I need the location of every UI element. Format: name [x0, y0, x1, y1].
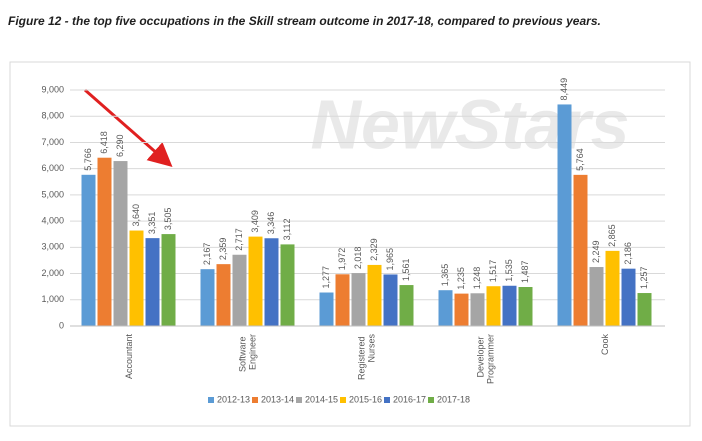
y-tick-label: 8,000 — [41, 111, 64, 121]
value-label: 5,764 — [575, 148, 585, 171]
value-label: 3,640 — [131, 204, 141, 227]
value-label: 3,505 — [163, 208, 173, 231]
value-label: 1,365 — [440, 264, 450, 287]
value-label: 1,965 — [385, 248, 395, 271]
value-label: 1,277 — [321, 266, 331, 289]
value-label: 6,418 — [99, 131, 109, 154]
bar — [319, 292, 334, 326]
bar — [367, 264, 382, 326]
y-tick-label: 2,000 — [41, 268, 64, 278]
bar — [399, 285, 414, 326]
bar — [438, 290, 453, 326]
value-label: 2,249 — [591, 240, 601, 263]
bar — [216, 264, 231, 326]
value-label: 6,290 — [115, 135, 125, 158]
value-label: 1,487 — [520, 260, 530, 283]
y-tick-label: 3,000 — [41, 242, 64, 252]
x-tick-label: Accountant — [124, 334, 134, 380]
legend-label: 2012-13 — [217, 394, 250, 404]
bar — [248, 236, 263, 326]
bar — [486, 286, 501, 326]
bar — [200, 269, 215, 326]
bar — [573, 174, 588, 326]
legend-label: 2014-15 — [305, 394, 338, 404]
x-tick-label: Developer Programmer — [476, 334, 496, 384]
legend-swatch — [296, 397, 302, 403]
bar — [161, 234, 176, 326]
bar — [351, 273, 366, 326]
value-label: 1,248 — [472, 267, 482, 290]
bar — [605, 250, 620, 326]
value-label: 3,409 — [250, 210, 260, 233]
value-label: 1,561 — [401, 259, 411, 282]
value-label: 2,167 — [202, 243, 212, 266]
bar — [335, 274, 350, 326]
bar — [502, 285, 517, 326]
value-label: 2,865 — [607, 224, 617, 247]
y-tick-label: 5,000 — [41, 189, 64, 199]
legend-swatch — [340, 397, 346, 403]
value-label: 2,359 — [218, 238, 228, 261]
y-tick-label: 0 — [59, 320, 64, 330]
bar — [280, 244, 295, 326]
value-label: 1,517 — [488, 260, 498, 283]
legend-label: 2016-17 — [393, 394, 426, 404]
legend-label: 2013-14 — [261, 394, 294, 404]
legend-swatch — [428, 397, 434, 403]
bar — [264, 238, 279, 326]
bar — [589, 267, 604, 326]
legend-swatch — [208, 397, 214, 403]
x-tick-label: Cook — [600, 334, 610, 356]
value-label: 2,186 — [623, 242, 633, 265]
bar — [454, 293, 469, 326]
value-label: 1,235 — [456, 267, 466, 290]
value-label: 1,535 — [504, 259, 514, 282]
y-tick-label: 4,000 — [41, 215, 64, 225]
legend-label: 2017-18 — [437, 394, 470, 404]
bar — [145, 238, 160, 326]
value-label: 3,112 — [282, 219, 292, 241]
y-tick-label: 9,000 — [41, 84, 64, 94]
watermark: NewStars — [310, 85, 629, 163]
x-tick-label: Registered Nurses — [357, 334, 377, 381]
x-tick-label: Software Engineer — [238, 334, 258, 372]
chart-title: Figure 12 - the top five occupations in … — [8, 14, 601, 28]
value-label: 3,346 — [266, 212, 276, 235]
value-label: 8,449 — [559, 78, 569, 101]
value-label: 1,257 — [639, 267, 649, 290]
arrow — [84, 88, 173, 167]
bar — [97, 157, 112, 326]
legend-swatch — [252, 397, 258, 403]
bar — [113, 161, 128, 326]
y-tick-label: 1,000 — [41, 294, 64, 304]
bar — [470, 293, 485, 326]
bar — [557, 104, 572, 326]
bar — [518, 287, 533, 326]
y-tick-label: 6,000 — [41, 163, 64, 173]
bar — [81, 174, 96, 326]
legend-label: 2015-16 — [349, 394, 382, 404]
y-tick-label: 7,000 — [41, 137, 64, 147]
bar — [621, 268, 636, 326]
value-label: 2,329 — [369, 238, 379, 261]
bar — [637, 293, 652, 326]
value-label: 2,717 — [234, 228, 244, 251]
bar — [383, 274, 398, 326]
bar — [129, 230, 144, 326]
value-label: 3,351 — [147, 212, 157, 235]
value-label: 5,766 — [83, 148, 93, 171]
bar — [232, 254, 247, 326]
value-label: 1,972 — [337, 248, 347, 271]
value-label: 2,018 — [353, 247, 363, 270]
legend-swatch — [384, 397, 390, 403]
